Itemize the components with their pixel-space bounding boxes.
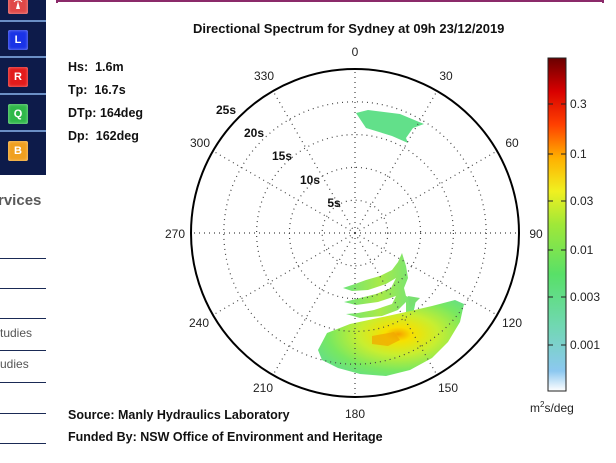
svg-text:30: 30 [439, 69, 453, 83]
q-icon[interactable]: Q [8, 104, 28, 124]
colorbar-ticks: 0.3 0.1 0.03 0.01 0.003 0.001 [570, 97, 600, 352]
sidebar-divider [0, 382, 46, 383]
svg-text:270: 270 [165, 227, 185, 241]
sidebar-item-alert[interactable] [0, 0, 46, 22]
sidebar-link-studies-1[interactable]: tudies [0, 326, 33, 340]
svg-text:90: 90 [529, 227, 543, 241]
svg-text:60: 60 [505, 136, 519, 150]
sidebar-divider [0, 318, 46, 319]
svg-text:20s: 20s [244, 126, 264, 140]
chart-title: Directional Spectrum for Sydney at 09h 2… [193, 21, 505, 36]
source-credit: Source: Manly Hydraulics Laboratory [68, 408, 290, 422]
svg-text:300: 300 [190, 136, 210, 150]
sidebar-item-l[interactable]: L [0, 24, 46, 58]
svg-text:5s: 5s [327, 196, 341, 210]
svg-text:0.001: 0.001 [570, 338, 600, 352]
spectrum-regions [318, 110, 464, 376]
sidebar-item-r[interactable]: R [0, 61, 46, 95]
stat-hs: Hs: 1.6m [68, 60, 124, 74]
svg-text:0: 0 [352, 45, 359, 59]
svg-text:330: 330 [254, 69, 274, 83]
region-secondary-swell [343, 253, 416, 330]
svg-text:0.003: 0.003 [570, 290, 600, 304]
stat-dtp: DTp: 164deg [68, 106, 144, 120]
stat-tp: Tp: 16.7s [68, 83, 126, 97]
r-icon[interactable]: R [8, 67, 28, 87]
svg-text:25s: 25s [216, 103, 236, 117]
b-icon[interactable]: B [8, 141, 28, 161]
sidebar-item-q[interactable]: Q [0, 98, 46, 132]
content-frame-border [56, 0, 604, 2]
sidebar-icon-strip: L R Q B [0, 0, 46, 175]
stat-dp: Dp: 162deg [68, 129, 139, 143]
svg-text:240: 240 [189, 316, 209, 330]
wave-stats: Hs: 1.6m Tp: 16.7s DTp: 164deg Dp: 162de… [68, 58, 143, 150]
period-ring-labels: 5s 10s 15s 20s 25s [216, 103, 341, 210]
sidebar-divider [0, 258, 46, 259]
colorbar-unit: m2s/deg [530, 400, 574, 415]
sidebar-divider [0, 413, 46, 414]
sidebar: L R Q B rvices tudies udies [0, 0, 46, 463]
svg-text:150: 150 [438, 381, 458, 395]
svg-text:120: 120 [502, 316, 522, 330]
svg-text:180: 180 [345, 407, 365, 421]
sidebar-divider [0, 443, 46, 444]
colorbar: 0.3 0.1 0.03 0.01 0.003 0.001 m2s/deg [530, 57, 600, 415]
polar-outer-ring [190, 68, 520, 398]
services-heading: rvices [0, 192, 42, 209]
alert-tower-icon[interactable] [8, 0, 28, 14]
sidebar-divider [0, 288, 46, 289]
polar-grid [191, 69, 519, 397]
svg-text:0.3: 0.3 [570, 97, 587, 111]
svg-text:15s: 15s [272, 149, 292, 163]
sidebar-divider [0, 350, 46, 351]
funding-credit: Funded By: NSW Office of Environment and… [68, 430, 383, 444]
svg-text:0.01: 0.01 [570, 243, 594, 257]
svg-text:210: 210 [253, 381, 273, 395]
region-northeast-sea [356, 110, 424, 143]
sidebar-item-b[interactable]: B [0, 135, 46, 175]
svg-text:0.1: 0.1 [570, 147, 587, 161]
chart-footer: Source: Manly Hydraulics Laboratory Fund… [68, 408, 383, 452]
svg-text:0.03: 0.03 [570, 194, 594, 208]
l-icon[interactable]: L [8, 30, 28, 50]
svg-text:10s: 10s [300, 173, 320, 187]
angle-labels: 0 30 60 90 120 150 180 210 240 270 300 3… [165, 45, 543, 421]
sidebar-link-studies-2[interactable]: udies [0, 357, 29, 371]
content-frame-border [602, 0, 604, 3]
content-frame-border [56, 0, 58, 3]
